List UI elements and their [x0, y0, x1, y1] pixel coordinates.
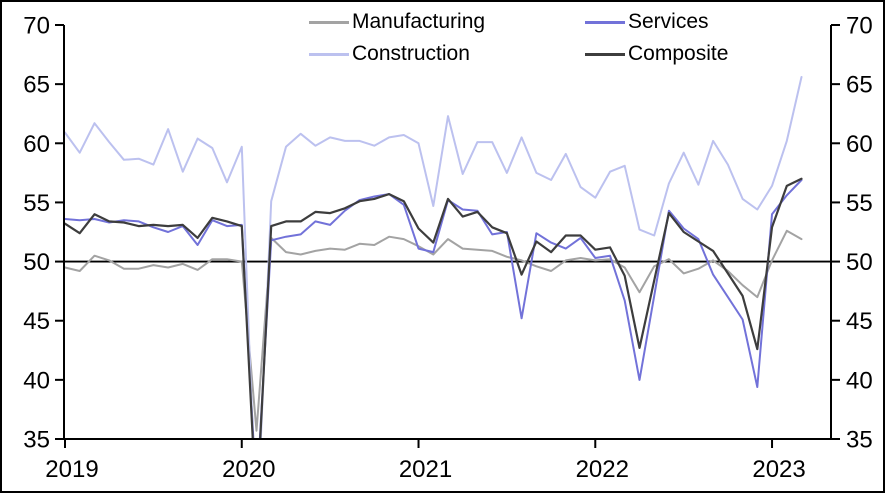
right-axis-tick-label: 40	[846, 367, 873, 394]
x-axis-tick-label: 2019	[45, 456, 98, 483]
series-line-manufacturing	[64, 229, 803, 432]
left-axis-tick-label: 45	[23, 308, 50, 335]
right-axis-tick-label: 70	[846, 13, 873, 40]
left-axis-tick-label: 65	[23, 72, 50, 99]
series-line-composite	[64, 177, 803, 440]
left-axis-tick-label: 70	[23, 13, 50, 40]
x-axis-tick-label: 2021	[399, 456, 452, 483]
right-axis-tick-label: 60	[846, 131, 873, 158]
series-line-construction	[64, 76, 803, 440]
right-axis-tick-label: 50	[846, 249, 873, 276]
right-axis-tick-label: 35	[846, 427, 873, 454]
x-axis-tick-label: 2022	[576, 456, 629, 483]
x-axis-tick-label: 2023	[752, 456, 805, 483]
left-axis-tick-label: 50	[23, 249, 50, 276]
x-axis-tick-label: 2020	[222, 456, 275, 483]
left-axis-tick-label: 55	[23, 190, 50, 217]
left-axis-tick-label: 40	[23, 367, 50, 394]
right-axis-tick-label: 55	[846, 190, 873, 217]
right-axis-tick-label: 65	[846, 72, 873, 99]
left-axis-tick-label: 35	[23, 427, 50, 454]
series-line-services	[64, 179, 803, 440]
right-axis-tick-label: 45	[846, 308, 873, 335]
left-axis-tick-label: 60	[23, 131, 50, 158]
